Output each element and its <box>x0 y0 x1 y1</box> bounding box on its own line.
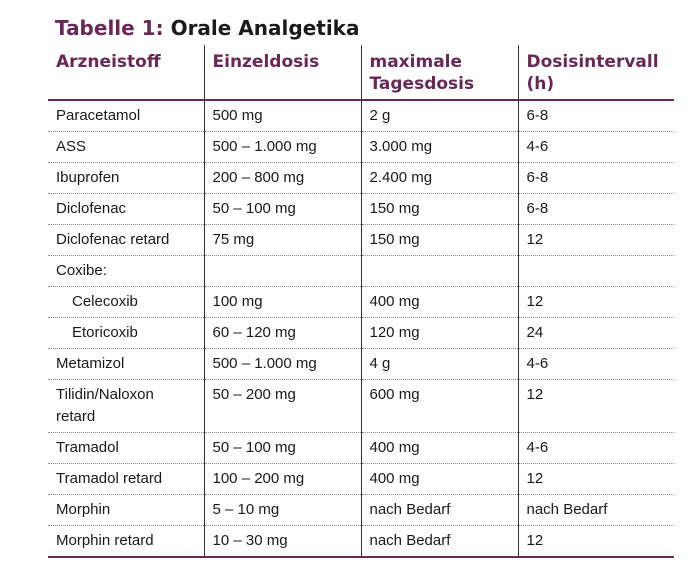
table-row: Diclofenac retard 75 mg 150 mg 12 <box>48 224 674 256</box>
cell-max-daily-dose: 150 mg <box>360 224 518 256</box>
cell-dose-interval: 12 <box>517 379 674 433</box>
cell-max-daily-dose: nach Bedarf <box>360 525 518 558</box>
cell-dose-interval: 24 <box>517 317 674 349</box>
cell-substance: Paracetamol <box>48 100 204 132</box>
cell-single-dose: 100 mg <box>203 286 361 318</box>
column-header-single-dose: Einzeldosis <box>203 45 361 101</box>
cell-max-daily-dose: 400 mg <box>360 432 518 464</box>
table-row: Morphin retard 10 – 30 mg nach Bedarf 12 <box>48 525 674 558</box>
cell-max-daily-dose: 4 g <box>360 348 518 380</box>
table-header-row: Arzneistoff Einzeldosis maximale Tagesdo… <box>48 45 674 101</box>
table-row: ASS 500 – 1.000 mg 3.000 mg 4-6 <box>48 131 674 163</box>
cell-single-dose: 500 mg <box>203 100 361 132</box>
cell-single-dose: 500 – 1.000 mg <box>203 348 361 380</box>
cell-dose-interval: 6-8 <box>517 193 674 225</box>
cell-substance: Tramadol retard <box>48 463 204 495</box>
column-header-max-daily-dose: maximale Tagesdosis <box>360 45 518 101</box>
table-title-text: Orale Analgetika <box>170 16 360 40</box>
table-row: Paracetamol 500 mg 2 g 6-8 <box>48 100 674 132</box>
cell-max-daily-dose: 2 g <box>360 100 518 132</box>
cell-dose-interval: nach Bedarf <box>517 494 674 526</box>
cell-substance: Etoricoxib <box>48 317 204 349</box>
cell-substance: Diclofenac retard <box>48 224 204 256</box>
cell-max-daily-dose: 400 mg <box>360 463 518 495</box>
cell-dose-interval: 12 <box>517 463 674 495</box>
cell-single-dose: 50 – 200 mg <box>203 379 361 433</box>
table-row-group-header: Coxibe: <box>48 255 674 287</box>
table-row: Diclofenac 50 – 100 mg 150 mg 6-8 <box>48 193 674 225</box>
column-header-dose-interval: Dosisintervall (h) <box>517 45 674 101</box>
cell-substance: Metamizol <box>48 348 204 380</box>
cell-substance: Ibuprofen <box>48 162 204 194</box>
table-row: Tilidin/Naloxon retard 50 – 200 mg 600 m… <box>48 379 674 433</box>
cell-single-dose: 50 – 100 mg <box>203 193 361 225</box>
cell-substance: Diclofenac <box>48 193 204 225</box>
cell-dose-interval: 6-8 <box>517 162 674 194</box>
cell-dose-interval: 12 <box>517 224 674 256</box>
cell-single-dose: 500 – 1.000 mg <box>203 131 361 163</box>
cell-substance: Tilidin/Naloxon retard <box>48 379 204 433</box>
cell-substance: Morphin retard <box>48 525 204 558</box>
cell-dose-interval: 4-6 <box>517 432 674 464</box>
cell-single-dose: 200 – 800 mg <box>203 162 361 194</box>
table-row: Celecoxib 100 mg 400 mg 12 <box>48 286 674 318</box>
cell-dose-interval: 4-6 <box>517 131 674 163</box>
table-row: Etoricoxib 60 – 120 mg 120 mg 24 <box>48 317 674 349</box>
cell-single-dose: 100 – 200 mg <box>203 463 361 495</box>
cell-single-dose: 75 mg <box>203 224 361 256</box>
cell-max-daily-dose: 120 mg <box>360 317 518 349</box>
table-row: Ibuprofen 200 – 800 mg 2.400 mg 6-8 <box>48 162 674 194</box>
cell-single-dose: 5 – 10 mg <box>203 494 361 526</box>
column-header-substance: Arzneistoff <box>48 45 204 101</box>
cell-dose-interval: 4-6 <box>517 348 674 380</box>
table-title: Tabelle 1: Orale Analgetika <box>55 14 359 42</box>
cell-single-dose <box>203 255 361 287</box>
cell-substance: Morphin <box>48 494 204 526</box>
analgesics-table: Arzneistoff Einzeldosis maximale Tagesdo… <box>48 45 674 558</box>
cell-dose-interval <box>517 255 674 287</box>
cell-max-daily-dose: nach Bedarf <box>360 494 518 526</box>
cell-dose-interval: 12 <box>517 286 674 318</box>
table-row: Morphin 5 – 10 mg nach Bedarf nach Bedar… <box>48 494 674 526</box>
cell-single-dose: 10 – 30 mg <box>203 525 361 558</box>
table-row: Tramadol retard 100 – 200 mg 400 mg 12 <box>48 463 674 495</box>
cell-substance: Tramadol <box>48 432 204 464</box>
cell-substance: Celecoxib <box>48 286 204 318</box>
cell-substance-group: Coxibe: <box>48 255 204 287</box>
table-number-label: Tabelle 1: <box>55 16 164 40</box>
cell-max-daily-dose <box>360 255 518 287</box>
cell-max-daily-dose: 150 mg <box>360 193 518 225</box>
cell-max-daily-dose: 400 mg <box>360 286 518 318</box>
cell-max-daily-dose: 2.400 mg <box>360 162 518 194</box>
cell-max-daily-dose: 600 mg <box>360 379 518 433</box>
cell-max-daily-dose: 3.000 mg <box>360 131 518 163</box>
table-row: Tramadol 50 – 100 mg 400 mg 4-6 <box>48 432 674 464</box>
cell-dose-interval: 6-8 <box>517 100 674 132</box>
cell-dose-interval: 12 <box>517 525 674 558</box>
cell-single-dose: 60 – 120 mg <box>203 317 361 349</box>
table-row: Metamizol 500 – 1.000 mg 4 g 4-6 <box>48 348 674 380</box>
cell-substance: ASS <box>48 131 204 163</box>
cell-single-dose: 50 – 100 mg <box>203 432 361 464</box>
